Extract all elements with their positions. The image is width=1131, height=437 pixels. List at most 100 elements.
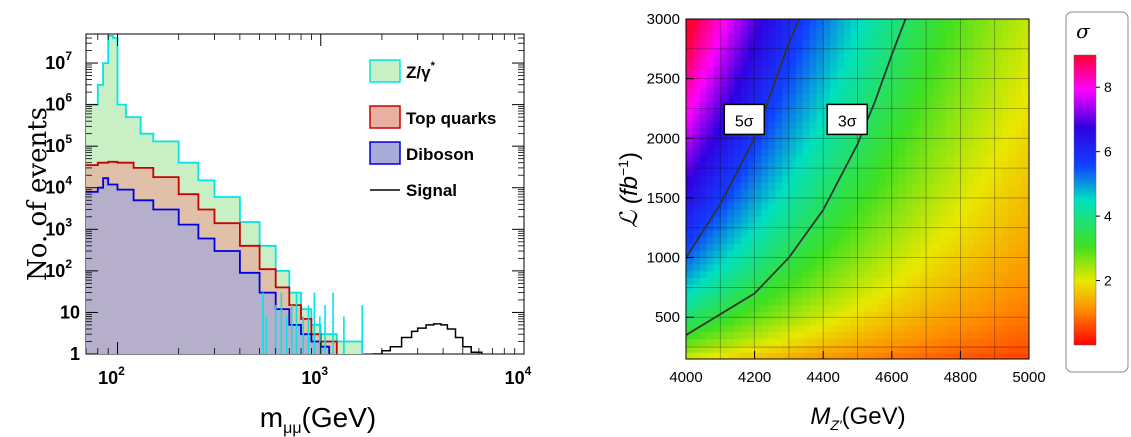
heat-cell xyxy=(980,182,989,190)
heat-cell xyxy=(816,87,824,95)
heat-cell xyxy=(823,291,831,299)
series-signal xyxy=(372,323,483,354)
heat-cell xyxy=(919,223,927,231)
heat-cell xyxy=(823,148,831,156)
heat-cell xyxy=(836,318,845,326)
heat-cell xyxy=(926,121,934,129)
heat-cell xyxy=(802,114,811,122)
heat-cell xyxy=(713,250,721,258)
heat-cell xyxy=(761,223,769,231)
heat-cell xyxy=(823,93,831,102)
heat-cell xyxy=(994,107,1003,115)
heat-cell xyxy=(857,209,865,217)
heat-cell xyxy=(747,297,756,306)
heat-cell xyxy=(754,236,763,244)
heat-cell xyxy=(720,25,728,34)
heat-cell xyxy=(884,155,893,163)
heat-y-tick-label: 1500 xyxy=(647,190,680,207)
heat-cell xyxy=(699,311,708,319)
heat-cell xyxy=(788,311,797,319)
heat-cell xyxy=(699,257,708,265)
heat-cell xyxy=(960,338,968,346)
heat-cell xyxy=(836,345,845,353)
heat-cell xyxy=(788,257,797,265)
heat-cell xyxy=(754,32,763,40)
heat-cell xyxy=(912,318,920,326)
heat-cell xyxy=(939,155,948,163)
heat-cell xyxy=(802,134,811,142)
heat-cell xyxy=(939,168,948,176)
heat-cell xyxy=(905,59,913,68)
heat-cell xyxy=(720,250,728,258)
heat-cell xyxy=(994,250,1003,258)
heat-cell xyxy=(809,331,817,340)
heat-cell xyxy=(1008,189,1016,197)
heat-cell xyxy=(850,216,859,224)
heat-cell xyxy=(692,338,701,346)
heat-cell xyxy=(699,189,708,197)
heat-cell xyxy=(761,93,769,102)
heat-cell xyxy=(727,318,735,326)
heat-cell xyxy=(1008,318,1016,326)
heat-cell xyxy=(871,352,879,359)
heat-cell xyxy=(967,189,975,197)
heat-cell xyxy=(699,141,708,149)
heat-cell xyxy=(994,25,1003,34)
heat-cell xyxy=(830,297,838,306)
heat-cell xyxy=(926,291,934,299)
heat-cell xyxy=(713,243,721,251)
heat-cell xyxy=(912,277,920,285)
heat-cell xyxy=(905,223,913,231)
heat-cell xyxy=(686,325,694,333)
heat-cell xyxy=(816,134,824,142)
heat-cell xyxy=(919,141,927,149)
heat-cell xyxy=(967,114,975,122)
heat-cell xyxy=(795,19,804,27)
heat-cell xyxy=(843,189,852,197)
heat-cell xyxy=(816,257,824,265)
heat-cell xyxy=(994,304,1003,312)
heat-cell xyxy=(946,338,955,346)
heat-cell xyxy=(857,257,865,265)
heat-cell xyxy=(932,53,941,61)
heat-cell xyxy=(823,161,831,170)
heat-cell xyxy=(775,345,783,353)
heat-cell xyxy=(720,216,728,224)
heat-cell xyxy=(788,114,797,122)
heat-cell xyxy=(1001,250,1010,258)
heat-cell xyxy=(953,175,961,183)
heat-cell xyxy=(946,100,955,108)
heat-cell xyxy=(932,127,941,136)
heat-cell xyxy=(884,195,893,204)
x-tick-label: 102 xyxy=(98,364,125,388)
heat-cell xyxy=(974,195,982,204)
heat-cell xyxy=(953,46,961,54)
heat-cell xyxy=(761,87,769,95)
heat-cell xyxy=(898,168,907,176)
heat-cell xyxy=(802,161,811,170)
heat-cell xyxy=(967,229,975,238)
heat-cell xyxy=(980,202,989,210)
heat-cell xyxy=(843,148,852,156)
heat-cell xyxy=(775,338,783,346)
heat-cell xyxy=(788,270,797,278)
heat-cell xyxy=(1015,304,1023,312)
heat-cell xyxy=(864,352,872,359)
heat-cell xyxy=(740,257,749,265)
heat-cell xyxy=(843,25,852,34)
heat-cell xyxy=(857,141,865,149)
heat-cell xyxy=(782,352,790,359)
heat-cell xyxy=(1022,161,1029,170)
heat-cell xyxy=(713,182,721,190)
heat-cell xyxy=(1015,352,1023,359)
heat-cell xyxy=(912,284,920,292)
heat-cell xyxy=(994,229,1003,238)
heat-cell xyxy=(912,93,920,102)
heat-cell xyxy=(740,209,749,217)
heat-cell xyxy=(802,243,811,251)
heat-cell xyxy=(946,66,955,74)
heat-cell xyxy=(809,168,817,176)
heat-cell xyxy=(974,161,982,170)
heat-cell xyxy=(823,32,831,40)
